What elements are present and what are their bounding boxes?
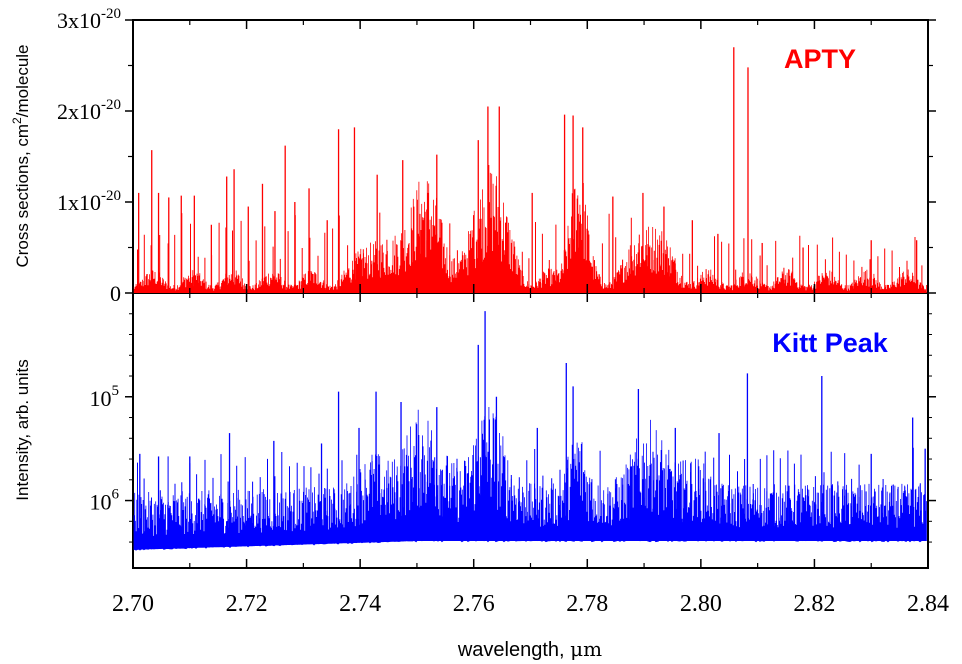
kitt-peak-series: [133, 311, 927, 551]
x-tick-label: 2.84: [907, 591, 949, 617]
bottom-y-axis-ticks: 106 105: [90, 313, 936, 543]
x-tick-label: 2.76: [453, 591, 495, 617]
top-y-tick-label: 2x10-20: [57, 97, 121, 124]
apty-legend-label: APTY: [784, 44, 856, 74]
apty-dense-lines: [133, 165, 927, 293]
x-tick-label: 2.78: [566, 591, 608, 617]
x-axis-label: wavelength, μm: [457, 637, 602, 661]
top-y-tick-label: 3x10-20: [57, 6, 121, 33]
x-tick-label: 2.82: [793, 591, 835, 617]
kitt-peak-medium-lines: [137, 447, 921, 550]
x-axis-ticks: 2.70 2.72 2.74 2.76 2.78 2.80 2.82 2.84: [112, 20, 949, 617]
bottom-y-tick-label: 106: [90, 487, 120, 515]
x-tick-label: 2.72: [226, 591, 268, 617]
apty-medium-lines: [137, 212, 923, 293]
top-y-tick-label: 1x10-20: [57, 188, 121, 215]
top-y-axis-ticks: 0 1x10-20 2x10-20 3x10-20: [57, 6, 936, 306]
bottom-y-tick-label: 105: [90, 383, 120, 411]
top-y-tick-label: 0: [110, 281, 121, 306]
top-y-axis-label: Cross sections, cm2/molecule: [10, 44, 32, 267]
apty-series: [133, 47, 927, 293]
bottom-y-axis-label: Intensity, arb. units: [13, 359, 32, 500]
x-tick-label: 2.70: [112, 591, 154, 617]
x-tick-label: 2.80: [680, 591, 722, 617]
kitt-peak-legend-label: Kitt Peak: [772, 328, 889, 358]
x-tick-label: 2.74: [339, 591, 381, 617]
